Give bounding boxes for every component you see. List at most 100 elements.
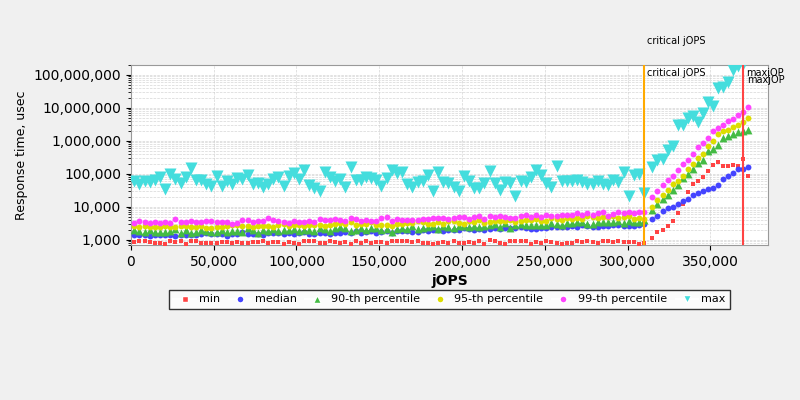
Point — [586, 220, 599, 227]
Point — [727, 131, 740, 137]
Point — [494, 218, 506, 224]
Point — [210, 224, 223, 230]
Point — [676, 198, 689, 204]
Point — [149, 177, 162, 183]
Point — [498, 179, 511, 186]
Point — [375, 222, 388, 228]
Point — [633, 215, 646, 221]
Point — [622, 223, 635, 229]
Point — [530, 225, 542, 232]
Point — [661, 177, 674, 183]
Point — [732, 163, 745, 169]
Point — [566, 212, 578, 218]
Point — [246, 231, 259, 237]
Point — [462, 217, 475, 224]
Point — [386, 237, 398, 244]
Point — [514, 238, 527, 244]
Point — [586, 212, 599, 218]
Point — [540, 212, 553, 218]
X-axis label: jOPS: jOPS — [431, 274, 468, 288]
Point — [257, 227, 270, 234]
Point — [509, 215, 522, 221]
Point — [468, 223, 481, 230]
Point — [671, 182, 684, 188]
Point — [656, 192, 669, 198]
Point — [727, 162, 740, 168]
Point — [742, 115, 755, 122]
Point — [561, 224, 574, 230]
Point — [406, 220, 418, 226]
Point — [339, 184, 352, 191]
Point — [691, 178, 704, 184]
Point — [426, 188, 439, 194]
Point — [241, 225, 254, 232]
Point — [329, 216, 342, 222]
Point — [359, 229, 372, 236]
Point — [426, 215, 439, 221]
Point — [359, 174, 372, 180]
Point — [334, 176, 346, 183]
Point — [671, 166, 684, 173]
Point — [737, 166, 750, 172]
Point — [359, 217, 372, 223]
Point — [509, 218, 522, 225]
Point — [282, 220, 295, 226]
Point — [138, 238, 151, 244]
Point — [390, 221, 403, 228]
Point — [488, 225, 501, 231]
Point — [656, 208, 669, 214]
Point — [339, 218, 352, 224]
Point — [401, 220, 414, 226]
Point — [354, 220, 367, 227]
Point — [174, 223, 187, 230]
Point — [447, 215, 460, 222]
Point — [210, 229, 223, 235]
Point — [661, 223, 674, 230]
Point — [422, 240, 434, 246]
Point — [671, 201, 684, 207]
Point — [638, 209, 650, 215]
Point — [622, 209, 635, 215]
Point — [437, 179, 450, 185]
Point — [717, 128, 730, 134]
Point — [676, 122, 689, 128]
Point — [498, 240, 511, 247]
Point — [354, 218, 367, 224]
Point — [458, 225, 470, 232]
Point — [566, 216, 578, 222]
Point — [154, 240, 166, 246]
Point — [462, 215, 475, 222]
Point — [612, 179, 625, 186]
Point — [627, 210, 640, 216]
Point — [452, 227, 465, 234]
Point — [509, 222, 522, 228]
Point — [742, 127, 755, 133]
Point — [210, 240, 223, 246]
Point — [742, 164, 755, 170]
Point — [550, 212, 563, 219]
Point — [154, 220, 166, 226]
Point — [344, 228, 357, 234]
Point — [591, 240, 604, 246]
Point — [339, 239, 352, 245]
Point — [682, 189, 694, 196]
Point — [164, 224, 177, 230]
Point — [344, 219, 357, 226]
Point — [514, 217, 527, 224]
Point — [257, 184, 270, 190]
Point — [504, 215, 517, 222]
Point — [437, 239, 450, 246]
Point — [133, 227, 146, 234]
Point — [617, 220, 630, 226]
Y-axis label: Response time, usec: Response time, usec — [15, 90, 28, 220]
Point — [401, 216, 414, 223]
Point — [231, 238, 244, 245]
Point — [686, 166, 699, 172]
Point — [386, 218, 398, 224]
Point — [179, 223, 192, 230]
Point — [586, 213, 599, 220]
Point — [287, 240, 300, 246]
Point — [607, 222, 620, 228]
Point — [236, 223, 249, 230]
Point — [617, 210, 630, 216]
